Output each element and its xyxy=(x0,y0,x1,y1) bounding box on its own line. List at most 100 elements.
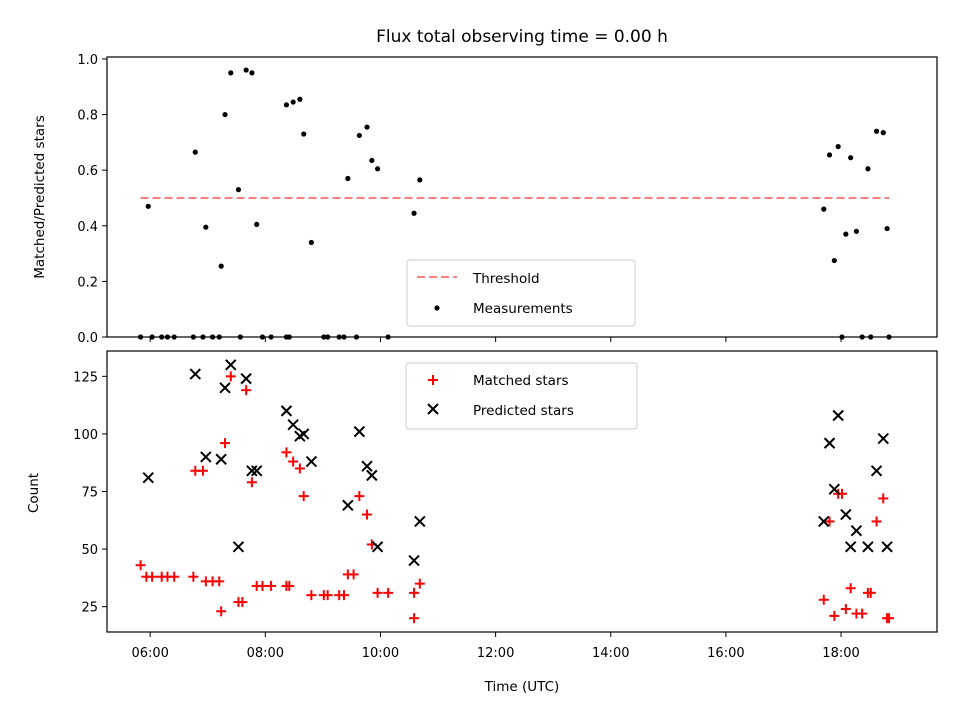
predicted-star-point xyxy=(353,425,366,438)
measurement-point xyxy=(411,210,417,216)
measurement-point xyxy=(301,131,307,137)
predicted-star-point xyxy=(240,372,252,385)
measurement-point xyxy=(209,334,216,340)
bottom-ytick-label: 50 xyxy=(81,543,98,558)
bottom-xtick-label: 12:00 xyxy=(477,646,514,661)
measurement-point xyxy=(843,231,849,237)
matched-star-point xyxy=(414,578,425,589)
measurement-point xyxy=(243,67,249,73)
matched-star-point xyxy=(197,465,208,476)
measurement-point xyxy=(868,334,874,340)
predicted-star-point xyxy=(408,554,420,567)
measurement-point xyxy=(880,130,886,136)
predicted-star-point xyxy=(832,409,844,422)
bottom-ytick-label: 100 xyxy=(73,428,98,443)
legend-measurements-swatch xyxy=(434,305,440,311)
measurement-point xyxy=(886,334,892,340)
bottom-panel: Count Time (UTC) 25 50 75 100 125 06:00 08:00… xyxy=(26,350,938,695)
measurement-point xyxy=(364,124,370,130)
measurement-point xyxy=(149,334,155,340)
top-ytick-label: 1.0 xyxy=(77,53,98,68)
matched-star-point xyxy=(857,608,868,619)
bottom-xtick-label: 10:00 xyxy=(362,646,399,661)
bottom-xtick-label: 16:00 xyxy=(707,646,744,661)
measurement-point xyxy=(145,203,151,209)
matched-star-point xyxy=(237,597,248,608)
measurement-point xyxy=(203,224,209,230)
predicted-star-point xyxy=(361,460,373,472)
matched-star-point xyxy=(884,613,895,624)
bottom-ytick-label: 75 xyxy=(81,486,98,501)
matched-star-point xyxy=(865,587,876,598)
measurement-point xyxy=(345,175,351,182)
measurement-point xyxy=(385,334,391,340)
matched-star-point xyxy=(135,560,146,571)
measurement-point xyxy=(325,334,331,340)
measurement-point xyxy=(268,334,274,340)
measurement-point xyxy=(873,128,880,134)
matched-star-point xyxy=(840,603,851,614)
measurement-point xyxy=(835,143,841,150)
top-panel: Matched/Predicted stars 0.0 0.2 0.4 0.6 0.8 1… xyxy=(32,53,938,346)
measurement-point xyxy=(200,334,206,340)
matched-star-point xyxy=(878,493,889,504)
top-ytick-label: 0.2 xyxy=(77,275,98,290)
measurement-point xyxy=(853,228,859,234)
predicted-star-point xyxy=(342,499,354,512)
measurement-point xyxy=(341,334,347,340)
predicted-star-point xyxy=(297,428,310,440)
legend-predicted-label: Predicted stars xyxy=(473,403,574,419)
top-ytick-label: 0.6 xyxy=(77,164,98,179)
predicted-star-point xyxy=(828,483,841,495)
measurement-point xyxy=(839,334,845,340)
bottom-xtick-label: 18:00 xyxy=(822,646,859,661)
matched-star-point xyxy=(257,580,268,591)
bottom-xtick-label: 06:00 xyxy=(131,646,168,661)
matched-star-point xyxy=(383,587,394,598)
measurement-point xyxy=(859,334,865,340)
predicted-star-point xyxy=(305,455,318,468)
predicted-star-point xyxy=(818,515,830,528)
measurement-point xyxy=(369,157,375,164)
measurement-point xyxy=(171,334,177,340)
bottom-ytick-label: 125 xyxy=(73,370,98,385)
predicted-star-point xyxy=(225,359,237,371)
matched-star-point xyxy=(220,438,231,449)
matched-star-point xyxy=(188,571,199,582)
measurement-point xyxy=(321,334,327,340)
predicted-star-point xyxy=(844,541,857,553)
matched-star-point xyxy=(322,590,333,601)
matched-star-point xyxy=(818,594,829,605)
matched-star-point xyxy=(824,516,835,527)
predicted-star-point xyxy=(840,508,852,521)
bottom-xtick-label: 08:00 xyxy=(247,646,284,661)
measurement-point xyxy=(218,263,224,269)
predicted-star-point xyxy=(250,465,263,477)
matched-star-point xyxy=(288,456,299,467)
bottom-legend-box xyxy=(405,362,638,430)
measurement-point xyxy=(192,149,198,155)
measurement-point xyxy=(290,99,296,105)
predicted-star-point xyxy=(219,382,231,394)
matched-star-point xyxy=(306,590,317,601)
predicted-star-point xyxy=(881,541,893,553)
predicted-star-point xyxy=(142,471,154,484)
measurement-point xyxy=(259,334,266,340)
measurement-point xyxy=(237,334,243,340)
predicted-star-point xyxy=(823,437,836,449)
top-legend: Threshold Measurements xyxy=(406,259,636,327)
predicted-star-point xyxy=(287,418,299,431)
matched-star-point xyxy=(266,580,277,591)
bottom-xtick-label: 14:00 xyxy=(592,646,629,661)
top-ylabel: Matched/Predicted stars xyxy=(32,115,48,278)
matched-star-point xyxy=(871,516,882,527)
matched-star-point xyxy=(225,371,236,382)
predicted-star-point xyxy=(870,465,883,477)
matched-star-point xyxy=(214,576,225,587)
matched-star-point xyxy=(169,571,180,582)
matched-star-point xyxy=(845,583,856,594)
measurement-point xyxy=(254,221,260,227)
matched-star-point xyxy=(829,610,840,621)
top-plot-frame xyxy=(106,56,938,338)
